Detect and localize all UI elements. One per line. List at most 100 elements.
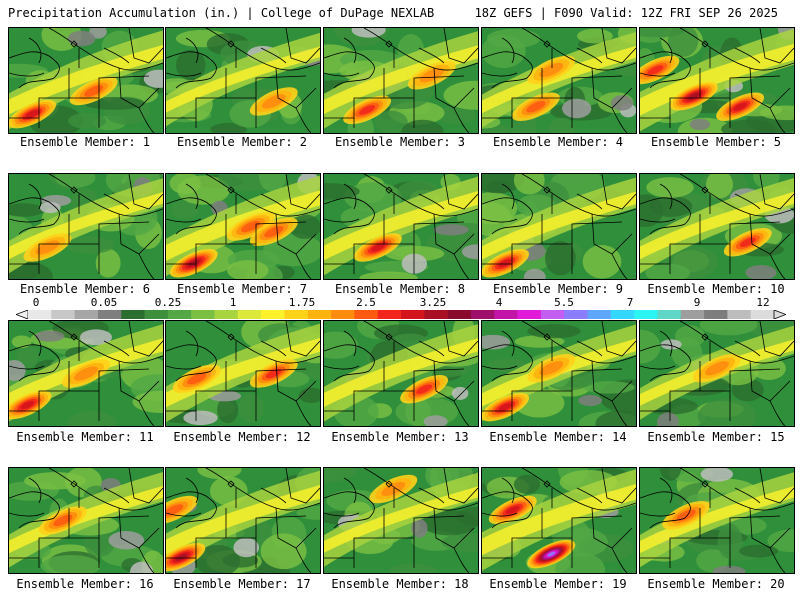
colorbar-swatch [261, 310, 285, 319]
ensemble-map-panel [481, 320, 637, 427]
ensemble-map-panel [481, 467, 637, 574]
ensemble-map-panel [481, 173, 637, 280]
colorbar-tick-label: 1 [229, 296, 237, 309]
colorbar-swatch [237, 310, 262, 319]
colorbar-swatch [307, 310, 332, 319]
precip-map [640, 321, 794, 426]
ensemble-member-label: Ensemble Member: 20 [647, 577, 785, 591]
ensemble-map-panel [8, 27, 164, 134]
ensemble-member-label: Ensemble Member: 19 [489, 577, 627, 591]
ensemble-member-label: Ensemble Member: 11 [16, 430, 154, 444]
precip-map [166, 174, 320, 279]
ensemble-member-label: Ensemble Member: 14 [489, 430, 627, 444]
precip-map [166, 321, 320, 426]
colorbar-swatch [331, 310, 355, 319]
ensemble-member-label: Ensemble Member: 5 [650, 135, 782, 149]
colorbar-swatch [540, 310, 565, 319]
colorbar-swatch [704, 310, 728, 319]
ensemble-map-panel [639, 173, 795, 280]
precip-map [9, 174, 163, 279]
precip-map [640, 468, 794, 573]
colorbar-tick-label: 2.5 [356, 296, 376, 309]
ensemble-member-label: Ensemble Member: 12 [173, 430, 311, 444]
colorbar-swatch [564, 310, 588, 319]
ensemble-map-panel [639, 320, 795, 427]
ensemble-map-panel [165, 173, 321, 280]
precip-map [166, 28, 320, 133]
colorbar-swatch [28, 310, 52, 319]
ensemble-member-label: Ensemble Member: 2 [176, 135, 308, 149]
ensemble-map-panel [165, 467, 321, 574]
colorbar-swatch [214, 310, 239, 319]
colorbar-swatch [401, 310, 425, 319]
ensemble-map-panel [639, 27, 795, 134]
ensemble-member-label: Ensemble Member: 4 [492, 135, 624, 149]
chart-title: Precipitation Accumulation (in.) | Colle… [8, 6, 435, 20]
ensemble-map-panel [323, 320, 479, 427]
colorbar-tick-label: 1.75 [288, 296, 316, 309]
colorbar-swatch [447, 310, 472, 319]
colorbar-max-arrow [773, 310, 786, 319]
ensemble-map-panel [323, 467, 479, 574]
ensemble-member-label: Ensemble Member: 9 [492, 282, 624, 296]
colorbar-swatch [97, 310, 122, 319]
colorbar-tick-label: 0 [32, 296, 40, 309]
ensemble-member-label: Ensemble Member: 7 [176, 282, 308, 296]
colorbar-swatch [610, 310, 635, 319]
colorbar-swatch [634, 310, 658, 319]
colorbar-tick-label: 7 [626, 296, 634, 309]
colorbar-swatch [354, 310, 378, 319]
colorbar-swatch [727, 310, 751, 319]
colorbar-swatch [377, 310, 402, 319]
colorbar-min-arrow [16, 310, 29, 319]
precip-map [9, 28, 163, 133]
precip-map [324, 468, 478, 573]
precip-map [482, 468, 636, 573]
precip-colorbar [16, 310, 786, 319]
colorbar-tick-label: 4 [495, 296, 503, 309]
colorbar-swatch [424, 310, 448, 319]
ensemble-map-panel [8, 173, 164, 280]
ensemble-map-panel [8, 467, 164, 574]
ensemble-map-panel [323, 173, 479, 280]
colorbar-tick-label: 9 [693, 296, 701, 309]
colorbar-swatch [51, 310, 75, 319]
ensemble-member-label: Ensemble Member: 1 [19, 135, 151, 149]
ensemble-map-panel [639, 467, 795, 574]
colorbar-swatch [517, 310, 542, 319]
ensemble-map-panel [323, 27, 479, 134]
ensemble-map-panel [165, 320, 321, 427]
precip-map [324, 174, 478, 279]
colorbar-swatch [587, 310, 612, 319]
colorbar-swatch [121, 310, 145, 319]
ensemble-map-panel [8, 320, 164, 427]
precip-map [324, 321, 478, 426]
colorbar-swatch [680, 310, 705, 319]
colorbar-swatch [657, 310, 682, 319]
precip-map [324, 28, 478, 133]
precip-map [9, 468, 163, 573]
colorbar-tick-label: 0.25 [154, 296, 182, 309]
ensemble-member-label: Ensemble Member: 6 [19, 282, 151, 296]
precip-map [640, 28, 794, 133]
colorbar-swatch [750, 310, 775, 319]
ensemble-member-label: Ensemble Member: 13 [331, 430, 469, 444]
colorbar-swatch [167, 310, 192, 319]
ensemble-member-label: Ensemble Member: 18 [331, 577, 469, 591]
colorbar-swatch [191, 310, 215, 319]
precip-map [482, 321, 636, 426]
precip-map [166, 468, 320, 573]
ensemble-member-label: Ensemble Member: 10 [647, 282, 785, 296]
precip-map [482, 28, 636, 133]
colorbar-swatch [470, 310, 495, 319]
ensemble-member-label: Ensemble Member: 8 [334, 282, 466, 296]
precip-map [9, 321, 163, 426]
ensemble-member-label: Ensemble Member: 17 [173, 577, 311, 591]
run-valid-time: 18Z GEFS | F090 Valid: 12Z FRI SEP 26 20… [474, 6, 778, 20]
colorbar-tick-label: 12 [756, 296, 770, 309]
colorbar-swatch [494, 310, 518, 319]
colorbar-tick-label: 5.5 [554, 296, 574, 309]
precip-map [640, 174, 794, 279]
colorbar-swatch [74, 310, 99, 319]
ensemble-map-panel [481, 27, 637, 134]
